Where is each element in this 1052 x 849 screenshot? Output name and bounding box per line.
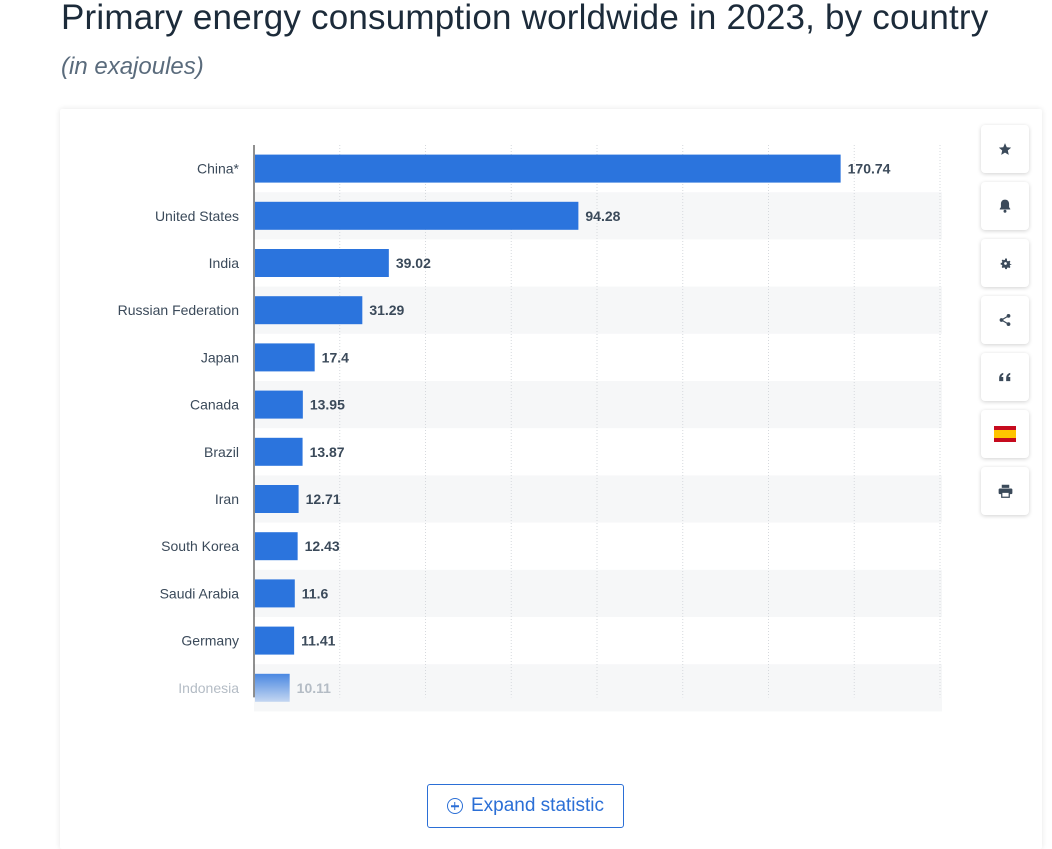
- value-label: 17.4: [322, 349, 349, 365]
- bell-icon: [999, 199, 1011, 213]
- value-label: 12.43: [305, 538, 340, 554]
- value-label: 11.6: [302, 585, 329, 601]
- category-label: Germany: [181, 633, 239, 649]
- bar-germany[interactable]: [255, 626, 295, 655]
- page-title: Primary energy consumption worldwide in …: [61, 0, 989, 37]
- value-label: 31.29: [369, 302, 404, 318]
- category-label: Saudi Arabia: [160, 585, 240, 601]
- bar-china[interactable]: [255, 154, 841, 183]
- bar-iran[interactable]: [255, 485, 299, 513]
- category-label: United States: [155, 208, 239, 224]
- category-label: Japan: [201, 349, 239, 365]
- settings-button[interactable]: [981, 239, 1029, 287]
- bar-india[interactable]: [255, 249, 389, 277]
- bar-canada[interactable]: [255, 390, 303, 419]
- row-stripe: [254, 286, 942, 334]
- print-icon: [998, 484, 1012, 498]
- cite-button[interactable]: [981, 353, 1029, 401]
- bar-south-korea[interactable]: [255, 532, 298, 561]
- value-label: 94.28: [585, 208, 620, 224]
- share-icon: [999, 314, 1011, 326]
- bar-saudi-arabia[interactable]: [255, 579, 295, 608]
- expand-statistic-label: Expand statistic: [470, 795, 605, 816]
- quote-icon: [999, 372, 1011, 382]
- value-label: 11.41: [301, 633, 335, 649]
- category-label: Brazil: [204, 444, 239, 460]
- value-label: 39.02: [396, 255, 431, 271]
- bar-chart: China* United States India Russian Federati…: [118, 145, 942, 712]
- bar-japan[interactable]: [255, 343, 315, 372]
- gear-icon: [1000, 258, 1011, 269]
- notification-button[interactable]: [981, 182, 1029, 230]
- star-icon: [998, 143, 1012, 155]
- share-button[interactable]: [981, 296, 1029, 344]
- category-label: Iran: [215, 491, 239, 507]
- bar-indonesia[interactable]: [255, 673, 290, 702]
- page-subtitle: (in exajoules): [61, 53, 204, 80]
- category-label: China*: [197, 161, 240, 177]
- row-stripe: [254, 381, 942, 429]
- favorite-button[interactable]: [981, 125, 1029, 173]
- row-stripe: [254, 475, 942, 523]
- language-button[interactable]: [981, 410, 1029, 458]
- row-stripe: [254, 569, 942, 617]
- row-stripe: [254, 664, 942, 712]
- value-label: 170.74: [848, 161, 891, 177]
- flag-icon: [994, 426, 1016, 442]
- category-label: South Korea: [161, 538, 239, 554]
- print-button[interactable]: [981, 467, 1029, 515]
- bar-united-states[interactable]: [255, 201, 579, 230]
- value-label: 13.95: [310, 397, 345, 413]
- value-label: 13.87: [310, 444, 345, 460]
- expand-statistic-button[interactable]: Expand statistic: [427, 784, 624, 828]
- category-label: Indonesia: [178, 680, 239, 696]
- bar-russian-federation[interactable]: [255, 296, 363, 325]
- category-label: Canada: [190, 397, 239, 413]
- bar-brazil[interactable]: [255, 437, 303, 466]
- plus-circle-icon: [446, 798, 463, 814]
- value-label: 12.71: [306, 491, 341, 507]
- category-label: India: [209, 255, 240, 271]
- category-label: Russian Federation: [118, 302, 239, 318]
- value-label: 10.11: [297, 680, 331, 696]
